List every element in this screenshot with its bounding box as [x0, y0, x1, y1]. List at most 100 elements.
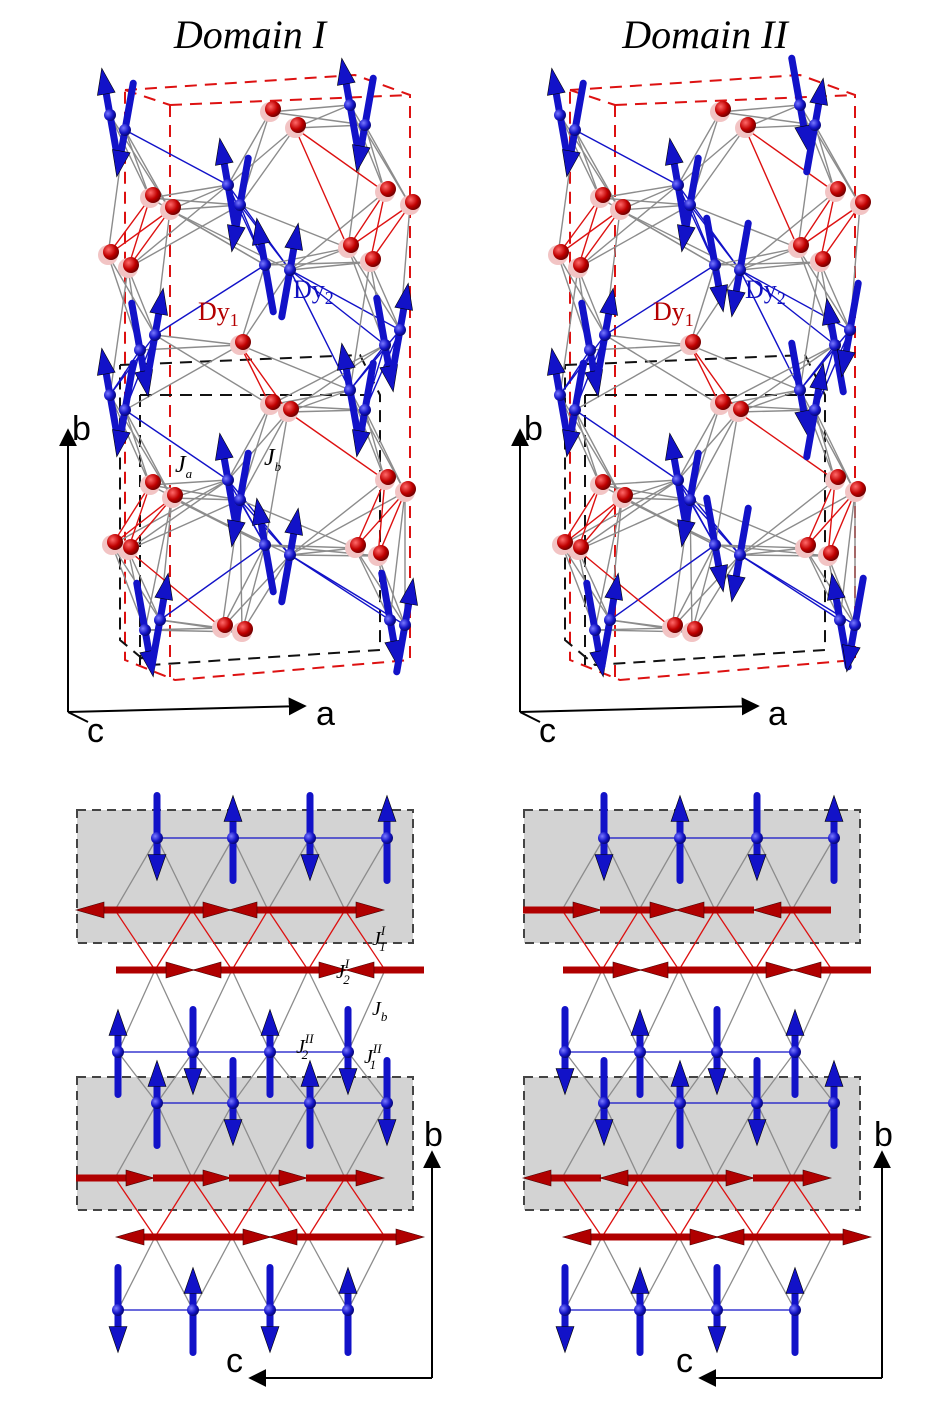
dy1-spin [521, 1169, 601, 1187]
dy2-atom [569, 124, 581, 136]
bond [287, 411, 386, 481]
bond [599, 184, 679, 199]
spin-arrow-body [227, 449, 252, 548]
bond [269, 389, 351, 406]
dy2-atom [751, 1097, 763, 1109]
bond [149, 484, 241, 501]
spin-shaft [373, 294, 393, 370]
dy2-atom [112, 1304, 124, 1316]
dy1-spin [74, 901, 154, 919]
spin-head [74, 901, 105, 919]
spin-head [547, 67, 566, 96]
spin-head [338, 1068, 358, 1096]
dy1-atom [102, 534, 123, 555]
dy2-spin [147, 792, 167, 882]
dy1-spin [306, 901, 386, 919]
spin-arrow-body [252, 497, 277, 596]
dy2-atom [672, 474, 684, 486]
dy1-spin [306, 1169, 386, 1187]
dy1-atom [375, 181, 396, 202]
bond [347, 247, 401, 331]
bond [364, 124, 386, 193]
bond [289, 191, 386, 271]
spin-shaft [788, 54, 808, 130]
bond [564, 1051, 605, 1104]
atom-core [167, 487, 183, 503]
dy1-spin [561, 1228, 641, 1246]
spin-arrow-body [703, 494, 728, 593]
dy2-atom [264, 1046, 276, 1058]
spin-head [555, 1068, 575, 1096]
spin-arrow-body [227, 154, 252, 253]
panel-title-domain-1: Domain I [173, 12, 328, 57]
j1-i-label: JI 1 [372, 923, 386, 954]
bond [638, 1102, 681, 1179]
spin-head [561, 1228, 592, 1246]
atom-core [830, 181, 846, 197]
bond [577, 184, 679, 269]
bond [349, 329, 401, 391]
bond [609, 544, 716, 621]
dy1-atom [795, 537, 816, 558]
atom-core [740, 117, 756, 133]
spin-shaft [598, 595, 618, 671]
bond [599, 484, 691, 501]
dy1-atom [400, 194, 421, 215]
dy2-atom [674, 832, 686, 844]
bond [714, 544, 806, 549]
bond [389, 491, 406, 621]
dy2-spin [260, 1008, 280, 1098]
dy1-atom [360, 251, 381, 272]
bond [264, 544, 356, 549]
bond [239, 127, 296, 206]
dy2-spin [727, 219, 752, 318]
spin-head [630, 1008, 650, 1036]
bond [714, 411, 739, 546]
atom-core [595, 474, 611, 490]
atom-core [265, 394, 281, 410]
dy2-atom [672, 179, 684, 191]
spin-shaft [847, 574, 867, 650]
dy1-atoms [98, 101, 421, 642]
spin-arrow-body [278, 222, 303, 321]
spin-shaft [567, 359, 587, 435]
dy1-atom [728, 401, 749, 422]
dy1-spin [791, 961, 871, 979]
dy1-spin [674, 901, 754, 919]
bond [671, 544, 716, 629]
spin-head [399, 577, 418, 606]
dy1-spin [793, 1228, 873, 1246]
bond [577, 204, 691, 269]
bond [804, 547, 841, 621]
bond [289, 554, 379, 557]
bond [754, 969, 796, 1053]
bond [267, 1102, 311, 1179]
dy1-atom [710, 101, 731, 122]
dy2-atom [149, 329, 161, 341]
bond [289, 491, 406, 556]
dy1-spin [751, 901, 831, 919]
dy2-spin [223, 1057, 243, 1147]
dy2-atom [134, 344, 146, 356]
bond [191, 837, 234, 911]
bond [714, 837, 758, 911]
dy1-atom [285, 117, 306, 138]
bond [221, 544, 266, 629]
bond [241, 554, 291, 633]
dy2-spin [147, 1059, 167, 1149]
dy2-spin [822, 297, 847, 396]
crystal-structure-domain-2: Dy1 Dy2 b a c [511, 54, 871, 750]
bond [156, 1102, 193, 1179]
spin-arrow-body [837, 279, 862, 378]
layer-projection-domain-2: b c [521, 792, 893, 1387]
spin-arrow-body [252, 217, 277, 316]
spin-shaft [357, 74, 377, 150]
bond [797, 247, 851, 331]
spin-head [725, 1169, 756, 1187]
dy1-atom [680, 334, 701, 355]
dy2-spin [703, 214, 728, 313]
spin-head [355, 901, 386, 919]
dy2-atom [849, 619, 861, 631]
bond [364, 124, 411, 206]
bond [739, 247, 799, 271]
